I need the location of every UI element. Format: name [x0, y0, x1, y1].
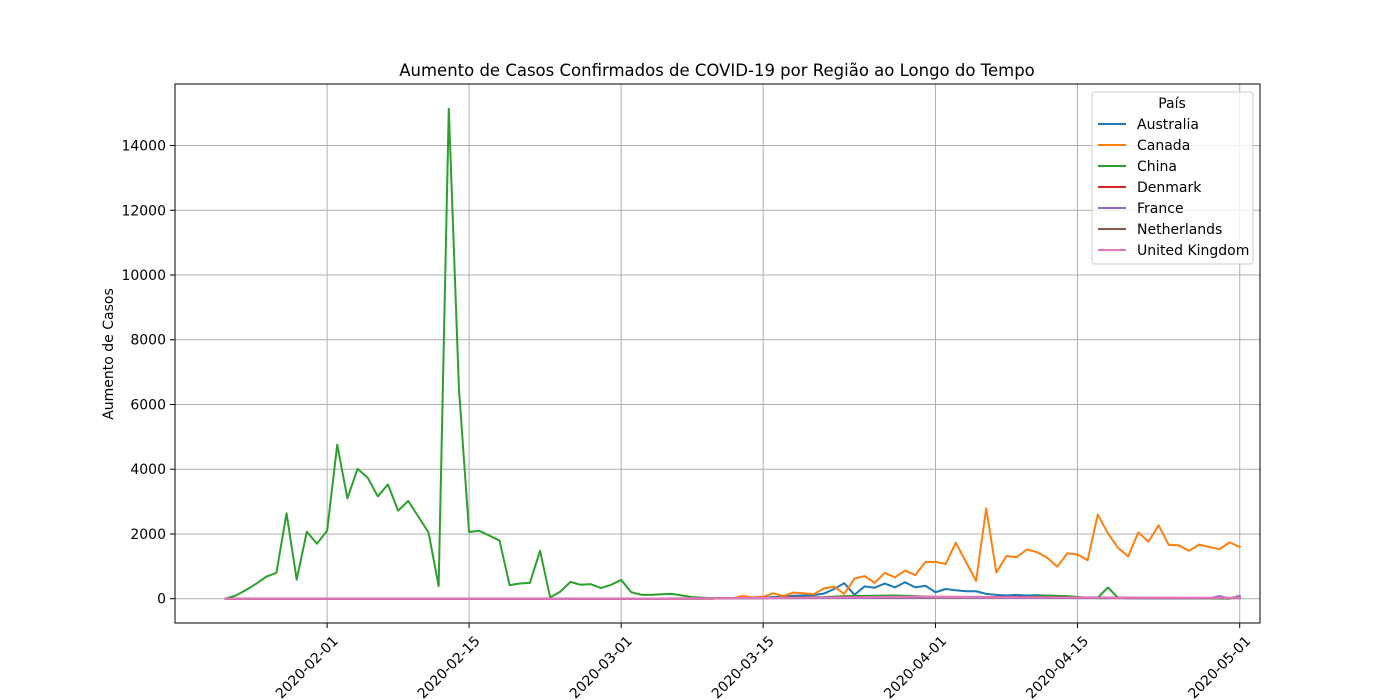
y-tick-label: 14000 — [121, 139, 166, 155]
y-tick-label: 10000 — [121, 268, 166, 284]
plot-area-frame — [174, 83, 1261, 624]
y-axis-label: Aumento de Casos — [101, 288, 117, 420]
legend-label-denmark: Denmark — [1137, 180, 1202, 196]
legend-label-australia: Australia — [1137, 117, 1199, 133]
y-axis-ticks: 0 2000 4000 6000 8000 10000 12000 14000 — [121, 139, 175, 608]
x-gridlines — [326, 84, 1241, 623]
y-tick-label: 4000 — [130, 462, 166, 478]
legend-label-united-kingdom: United Kingdom — [1137, 243, 1249, 259]
y-tick-label: 6000 — [130, 397, 166, 413]
legend-label-netherlands: Netherlands — [1137, 222, 1222, 238]
series-line-canada — [224, 507, 1242, 600]
y-tick-label: 2000 — [130, 527, 166, 543]
legend-title: País — [1158, 96, 1186, 112]
legend-label-canada: Canada — [1137, 138, 1190, 154]
y-tick-label: 8000 — [130, 333, 166, 349]
legend-box — [1091, 91, 1254, 265]
legend-label-france: France — [1137, 201, 1184, 217]
legend-items: Australia Canada China Denmark France Netherl… — [1098, 117, 1249, 259]
legend-label-china: China — [1137, 159, 1177, 175]
legend: País Australia Canada China Denmark France Ne… — [1091, 91, 1254, 265]
series-lines — [224, 107, 1242, 600]
y-tick-label: 0 — [157, 592, 166, 608]
y-tick-label: 12000 — [121, 203, 166, 219]
series-line-united-kingdom — [224, 595, 1241, 600]
chart-title: Aumento de Casos Confirmados de COVID-19… — [399, 61, 1035, 80]
